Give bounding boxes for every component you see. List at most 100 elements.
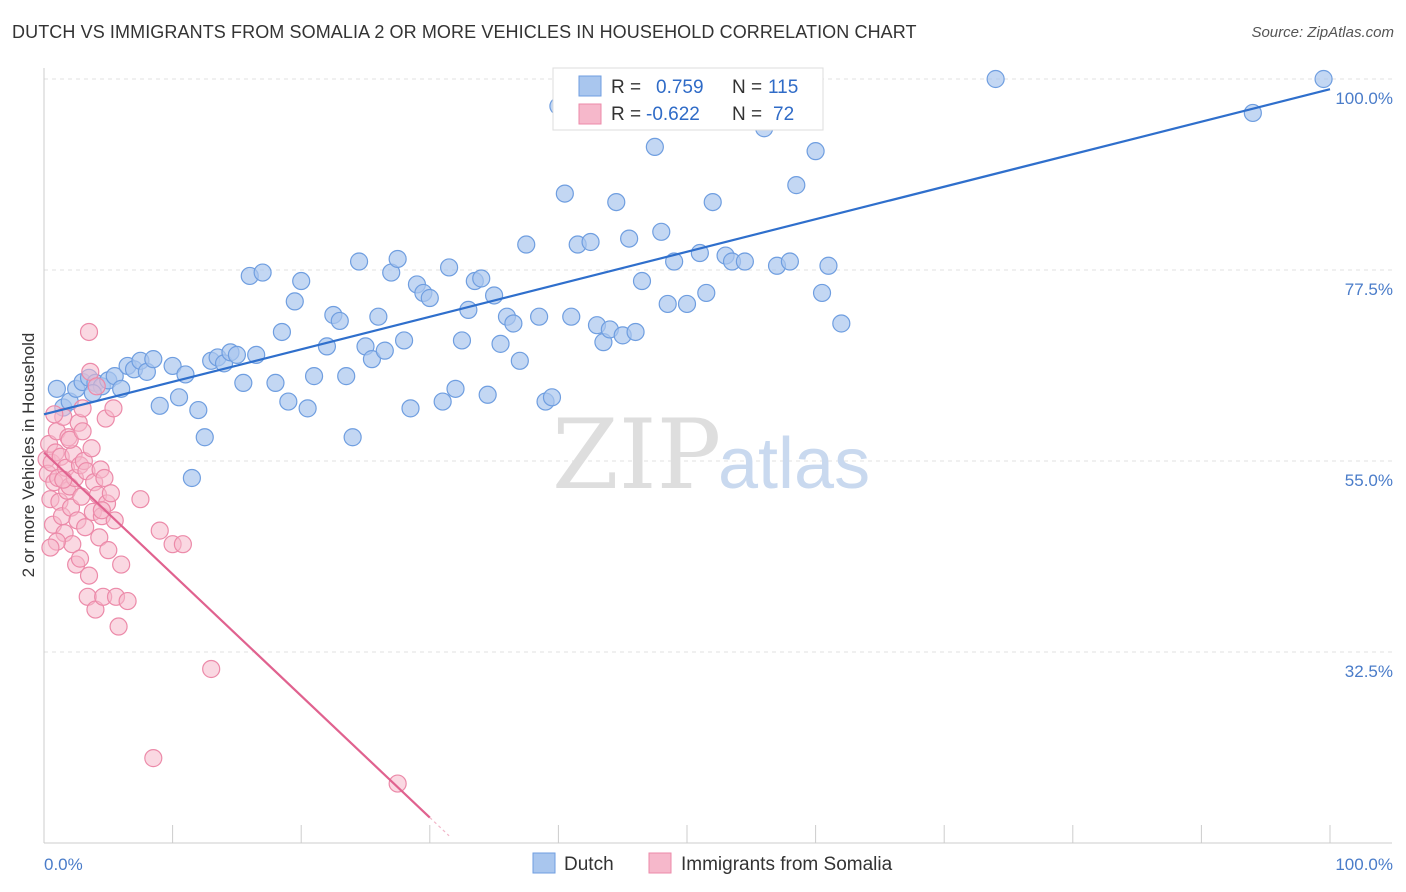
- legend-top: R = 0.759 N = 115 R = -0.622 N = 72: [552, 67, 824, 131]
- somalia-point: [101, 484, 120, 503]
- trend-lines: [43, 88, 1331, 837]
- dutch-point: [150, 396, 169, 415]
- somalia-point: [54, 470, 73, 489]
- dutch-point: [279, 392, 298, 411]
- somalia-point: [60, 430, 79, 449]
- dutch-point: [292, 271, 311, 291]
- somalia-point: [87, 377, 106, 396]
- legend-somalia-n-value: 72: [773, 104, 794, 125]
- dutch-point: [562, 307, 581, 326]
- dutch-point: [439, 258, 459, 277]
- dutch-point: [285, 292, 304, 311]
- dutch-point: [343, 428, 362, 447]
- dutch-point: [433, 392, 452, 411]
- dutch-point: [677, 294, 697, 314]
- dutch-point: [510, 351, 529, 370]
- somalia-point: [173, 535, 192, 554]
- grid-lines: [44, 78, 1392, 653]
- somalia-point: [70, 549, 90, 568]
- somalia-point: [202, 659, 221, 679]
- somalia-trend-line: [43, 451, 431, 819]
- dutch-point: [632, 271, 652, 291]
- somalia-trend-extension: [429, 817, 450, 837]
- somalia-point: [92, 501, 111, 520]
- somalia-point: [104, 399, 123, 418]
- dutch-point: [388, 249, 407, 269]
- dutch-point: [780, 252, 799, 271]
- somalia-point: [388, 774, 407, 793]
- dutch-point: [478, 385, 497, 404]
- somalia-point: [150, 521, 169, 540]
- somalia-point: [112, 555, 131, 574]
- dutch-point: [504, 314, 523, 333]
- dutch-point: [452, 331, 472, 350]
- dutch-point: [530, 307, 549, 326]
- somalia-point: [82, 439, 101, 458]
- watermark-zip: ZIP: [552, 399, 721, 511]
- dutch-point: [375, 341, 394, 360]
- somalia-point: [109, 617, 128, 636]
- dutch-point: [491, 334, 510, 353]
- legend-dutch-swatch: [578, 75, 602, 97]
- dutch-point: [304, 367, 324, 386]
- somalia-point: [90, 528, 109, 547]
- dutch-point: [555, 184, 574, 203]
- legend-dutch-n-label: N =: [732, 77, 762, 98]
- dutch-point: [703, 192, 722, 212]
- somalia-point: [41, 538, 60, 557]
- somalia-point: [76, 518, 95, 537]
- dutch-point: [986, 69, 1005, 89]
- chart-title: DUTCH VS IMMIGRANTS FROM SOMALIA 2 OR MO…: [12, 22, 917, 42]
- legend-somalia-r-value: -0.622: [646, 104, 700, 125]
- dutch-point: [665, 252, 684, 271]
- somalia-point: [118, 591, 137, 611]
- somalia-points: [37, 322, 407, 793]
- x-tick-label: 100.0%: [1335, 855, 1393, 874]
- legend-bottom-dutch-label: Dutch: [564, 854, 614, 875]
- dutch-point: [806, 142, 825, 161]
- dutch-point: [472, 269, 491, 288]
- dutch-point: [330, 311, 349, 331]
- dutch-point: [234, 373, 253, 393]
- dutch-point: [189, 400, 208, 420]
- dutch-point: [253, 263, 272, 282]
- dutch-point: [658, 294, 677, 314]
- legend-dutch-r-label: R =: [611, 77, 641, 98]
- y-tick-label: 55.0%: [1345, 471, 1393, 490]
- dutch-point: [298, 399, 317, 418]
- dutch-point: [812, 283, 832, 303]
- dutch-point: [227, 345, 246, 364]
- watermark-atlas: atlas: [718, 424, 870, 504]
- somalia-point: [99, 541, 118, 560]
- dutch-point: [697, 283, 716, 303]
- dutch-point: [620, 229, 639, 248]
- legend-bottom: Dutch Immigrants from Somalia: [532, 852, 893, 875]
- dutch-points: [47, 69, 1333, 488]
- tick-labels: 100.0% 77.5% 55.0% 32.5% 0.0% 100.0%: [44, 89, 1393, 874]
- watermark: ZIP atlas: [552, 399, 870, 511]
- y-tick-label: 77.5%: [1345, 280, 1393, 299]
- dutch-point: [626, 322, 645, 342]
- dutch-point: [266, 373, 285, 393]
- somalia-point: [73, 422, 92, 441]
- legend-dutch-r-value: 0.759: [656, 77, 704, 98]
- legend-somalia-r-label: R =: [611, 104, 641, 125]
- dutch-point: [517, 235, 536, 254]
- dutch-point: [420, 288, 439, 308]
- dutch-point: [607, 192, 626, 212]
- y-axis-label: 2 or more Vehicles in Household: [19, 333, 38, 578]
- chart-source: Source: ZipAtlas.com: [1251, 24, 1394, 41]
- dutch-point: [581, 232, 600, 252]
- legend-bottom-somalia-label: Immigrants from Somalia: [681, 854, 893, 875]
- dutch-point: [1314, 69, 1333, 89]
- dutch-point: [735, 252, 754, 271]
- dutch-point: [819, 256, 838, 275]
- dutch-point: [362, 350, 382, 369]
- dutch-point: [542, 388, 562, 407]
- dutch-point: [459, 300, 478, 319]
- legend-somalia-n-label: N =: [732, 104, 762, 125]
- dutch-point: [272, 322, 292, 342]
- dutch-point: [47, 379, 66, 398]
- dutch-point: [401, 399, 420, 418]
